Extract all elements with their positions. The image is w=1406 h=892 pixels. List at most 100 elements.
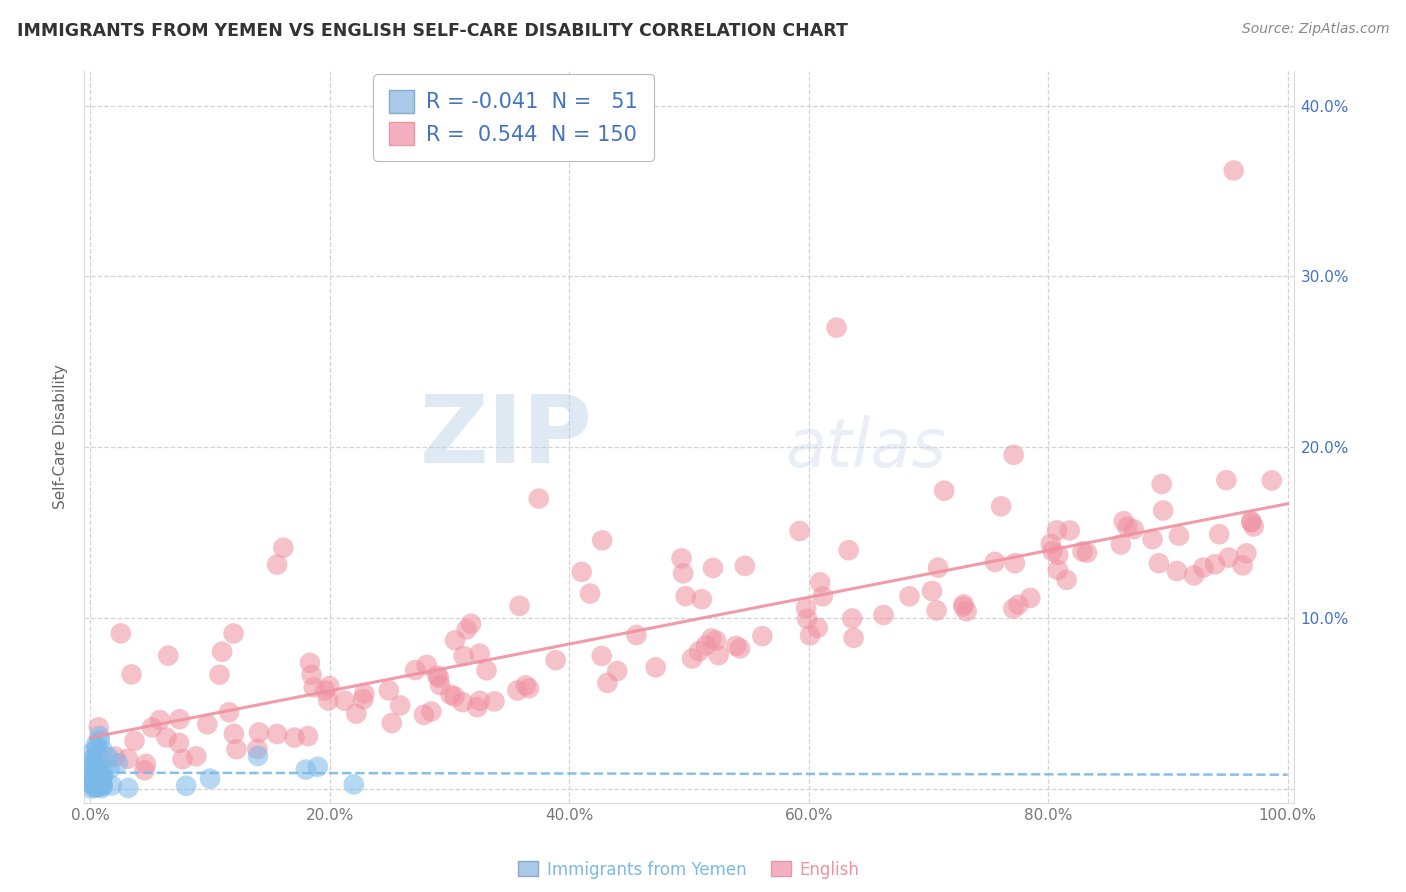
Point xyxy=(352,692,374,706)
Point xyxy=(104,749,127,764)
Point xyxy=(1002,448,1025,462)
Point xyxy=(671,551,693,566)
Point xyxy=(984,555,1007,569)
Point xyxy=(298,656,321,670)
Point xyxy=(301,668,323,682)
Point xyxy=(1019,591,1042,605)
Point xyxy=(591,648,613,663)
Point xyxy=(1056,573,1078,587)
Point xyxy=(343,777,366,791)
Point xyxy=(82,775,104,789)
Point xyxy=(273,541,295,555)
Point xyxy=(952,599,974,614)
Point xyxy=(90,781,112,796)
Point xyxy=(1218,550,1240,565)
Point xyxy=(155,731,177,745)
Point xyxy=(211,645,233,659)
Point xyxy=(247,725,270,739)
Point xyxy=(675,589,697,603)
Point xyxy=(84,778,107,792)
Point xyxy=(444,633,467,648)
Point xyxy=(302,681,325,695)
Point xyxy=(225,742,247,756)
Point xyxy=(86,740,108,755)
Point xyxy=(427,671,450,685)
Point xyxy=(1007,598,1029,612)
Point xyxy=(283,731,305,745)
Text: atlas: atlas xyxy=(786,415,946,481)
Point xyxy=(453,648,475,663)
Point xyxy=(484,694,506,708)
Point xyxy=(1182,568,1205,582)
Point xyxy=(89,729,111,743)
Point xyxy=(174,779,197,793)
Point xyxy=(707,648,730,663)
Point xyxy=(84,738,107,752)
Point xyxy=(1234,546,1257,560)
Point xyxy=(1112,514,1135,528)
Point xyxy=(1002,601,1025,615)
Point xyxy=(734,558,756,573)
Point xyxy=(83,767,105,781)
Point xyxy=(1208,527,1230,541)
Point xyxy=(167,736,190,750)
Point xyxy=(681,651,703,665)
Point xyxy=(1243,519,1265,533)
Point xyxy=(468,694,491,708)
Point xyxy=(381,716,404,731)
Legend: Immigrants from Yemen, English: Immigrants from Yemen, English xyxy=(519,861,859,879)
Point xyxy=(1116,520,1139,534)
Point xyxy=(90,773,112,788)
Point xyxy=(527,491,550,506)
Point xyxy=(838,543,860,558)
Point xyxy=(353,687,375,701)
Point xyxy=(84,777,107,791)
Point xyxy=(1004,556,1026,570)
Point xyxy=(86,763,108,777)
Point xyxy=(83,780,105,795)
Point xyxy=(186,749,208,764)
Point xyxy=(724,639,747,653)
Point xyxy=(117,780,139,795)
Point xyxy=(794,601,817,615)
Point xyxy=(927,560,949,574)
Text: Source: ZipAtlas.com: Source: ZipAtlas.com xyxy=(1241,22,1389,37)
Point xyxy=(195,717,218,731)
Point xyxy=(506,683,529,698)
Point xyxy=(700,632,723,646)
Point xyxy=(591,533,613,548)
Point xyxy=(266,558,288,572)
Point xyxy=(266,727,288,741)
Point xyxy=(1071,544,1094,558)
Point xyxy=(124,734,146,748)
Point xyxy=(1142,532,1164,546)
Point xyxy=(82,745,104,759)
Point xyxy=(799,628,821,642)
Point xyxy=(990,500,1012,514)
Point xyxy=(316,693,339,707)
Y-axis label: Self-Care Disability: Self-Care Disability xyxy=(53,365,69,509)
Point xyxy=(84,774,107,789)
Point xyxy=(134,764,156,778)
Point xyxy=(89,760,111,774)
Point xyxy=(443,690,465,704)
Point xyxy=(596,676,619,690)
Point xyxy=(1222,163,1244,178)
Point xyxy=(925,603,948,617)
Point xyxy=(83,764,105,779)
Point xyxy=(169,712,191,726)
Point xyxy=(429,678,451,692)
Point xyxy=(1240,514,1263,528)
Point xyxy=(1150,477,1173,491)
Point xyxy=(456,623,478,637)
Point xyxy=(91,779,114,793)
Point xyxy=(84,766,107,780)
Text: IMMIGRANTS FROM YEMEN VS ENGLISH SELF-CARE DISABILITY CORRELATION CHART: IMMIGRANTS FROM YEMEN VS ENGLISH SELF-CA… xyxy=(17,22,848,40)
Point xyxy=(86,768,108,782)
Point xyxy=(415,657,437,672)
Point xyxy=(121,667,143,681)
Point xyxy=(91,769,114,783)
Point xyxy=(83,768,105,782)
Point xyxy=(517,681,540,696)
Point xyxy=(389,698,412,713)
